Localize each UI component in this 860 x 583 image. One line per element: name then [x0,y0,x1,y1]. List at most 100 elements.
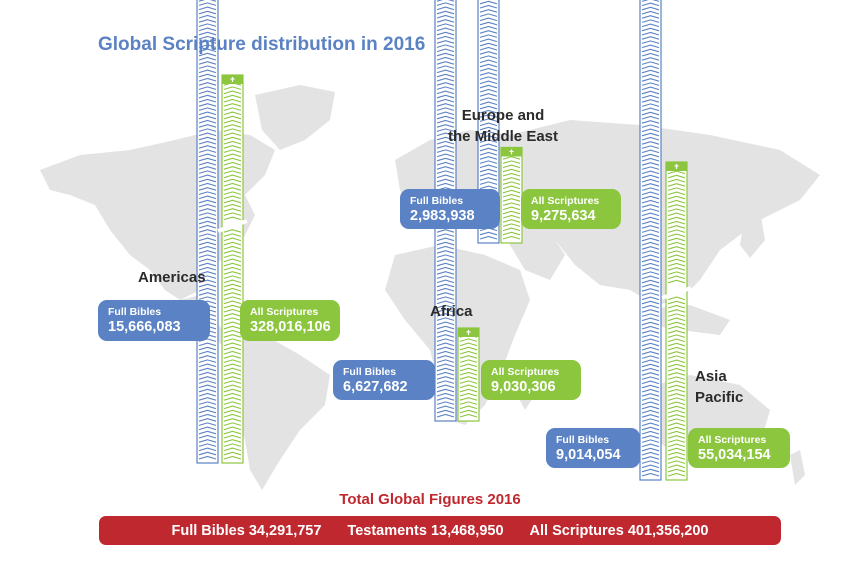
bar-full-bibles-1-book [479,118,498,122]
bar-full-bibles-2-book [436,2,455,6]
bar-all-scriptures-3-book [667,422,686,427]
bar-full-bibles-3-book [641,27,660,32]
bar-full-bibles-2-book [436,405,455,410]
bar-full-bibles-0-book [198,86,217,90]
bar-full-bibles-1-book [479,72,498,76]
bar-full-bibles-2-book [436,266,455,271]
bar-all-scriptures-1 [500,146,523,244]
bar-all-scriptures-0-book [223,90,242,95]
bar-full-bibles-1-book [479,156,498,160]
bar-full-bibles-2-book [436,14,455,19]
bar-full-bibles-0-book [198,350,217,355]
bar-full-bibles-2-book [436,23,455,27]
bar-all-scriptures-0-book [223,275,242,279]
bar-full-bibles-2-book [436,157,455,162]
bar-all-scriptures-0-book [223,258,242,263]
bar-full-bibles-1-book [479,101,498,106]
bar-full-bibles-0-book [198,250,217,254]
bar-all-scriptures-3-cross-icon [674,164,679,169]
bar-all-scriptures-0-book [223,434,242,439]
bar-full-bibles-0-book [198,103,217,107]
bar-full-bibles-2-book [436,94,455,99]
bar-full-bibles-0-book [198,342,217,347]
bar-all-scriptures-0-book [223,355,242,359]
bar-full-bibles-3-book [641,367,660,372]
bar-all-scriptures-3-outline [665,161,688,481]
bar-all-scriptures-0-book [223,367,242,372]
bar-full-bibles-3-book [641,187,660,191]
badge-asia-all-scriptures: All Scriptures 55,034,154 [688,428,790,468]
bar-full-bibles-3-book [641,132,660,137]
bar-full-bibles-1-book [479,114,498,118]
bar-full-bibles-0-book [198,397,217,401]
bar-full-bibles-3-book [641,216,660,221]
bar-stacks [196,0,692,481]
bar-full-bibles-3-book [641,111,660,116]
bar-full-bibles-3-book [641,73,660,78]
bar-full-bibles-2-book [436,245,455,250]
badge-europe-full-bibles: Full Bibles 2,983,938 [400,189,500,229]
bar-all-scriptures-1-book [502,172,521,177]
bar-full-bibles-0-book [198,426,217,431]
bar-all-scriptures-3-book [667,313,686,317]
bar-full-bibles-0-book [198,187,217,191]
bar-all-scriptures-2-book [459,397,478,401]
bar-full-bibles-2-book [436,409,455,414]
badge-value: 15,666,083 [108,319,181,335]
bar-full-bibles-3-book [641,334,660,338]
bar-full-bibles-2-book [436,10,455,15]
bar-full-bibles-1-book [479,25,498,30]
bar-full-bibles-2-book [436,35,455,40]
bar-all-scriptures-0-book [223,384,242,389]
bar-full-bibles-2-book [436,359,455,363]
bar-full-bibles-1-book [479,59,498,64]
bar-full-bibles-1-book [479,185,498,190]
bar-full-bibles-1-book [479,21,498,26]
bar-full-bibles-2-book [436,170,455,174]
bar-full-bibles-3-book [641,162,660,166]
bar-full-bibles-2-book [436,132,455,137]
bar-full-bibles-3-outline [639,0,662,481]
bar-all-scriptures-0-book [223,98,242,103]
bar-full-bibles-0-book [198,124,217,128]
bar-all-scriptures-3-book [667,309,686,313]
bar-full-bibles-1-book [479,34,498,38]
bar-full-bibles-0-book [198,447,217,452]
bar-full-bibles-3-book [641,300,660,305]
bar-full-bibles-3-book [641,304,660,309]
badge-label: Full Bibles [108,306,162,318]
bar-full-bibles-0-book [198,191,217,195]
bar-full-bibles-0-book [198,145,217,149]
bar-all-scriptures-3-book [667,267,686,271]
bar-full-bibles-3-book [641,149,660,154]
badge-value: 2,983,938 [410,208,475,224]
bar-all-scriptures-2-book [459,376,478,380]
bar-all-scriptures-3-axis-break [661,286,692,300]
bar-full-bibles-0-book [198,380,217,384]
bar-full-bibles-0-book [198,77,217,82]
chart-title: Global Scripture distribution in 2016 [98,34,426,55]
bar-full-bibles-0-book [198,52,217,57]
bar-full-bibles-3-book [641,271,660,275]
bar-full-bibles-2-book [436,321,455,326]
bar-full-bibles-0-book [198,212,217,216]
badge-label: All Scriptures [491,366,560,378]
bar-full-bibles-0-book [198,174,217,179]
bar-all-scriptures-0-book [223,161,242,166]
bar-full-bibles-0-book [198,115,217,120]
bar-full-bibles-2-book [436,6,455,11]
bar-full-bibles-2-book [436,371,455,376]
bar-full-bibles-2-book [436,296,455,300]
bar-all-scriptures-0-book [223,334,242,338]
bar-full-bibles-3-book [641,288,660,292]
bar-full-bibles-0-book [198,233,217,237]
bar-all-scriptures-3-book [667,359,686,364]
bar-full-bibles-3-book [641,355,660,359]
bar-full-bibles-2-book [436,182,455,187]
bar-full-bibles-3-book [641,388,660,393]
bar-full-bibles-0-book [198,149,217,153]
bar-full-bibles-1-book [479,51,498,55]
bar-full-bibles-2-book [436,292,455,296]
bar-all-scriptures-0-book [223,308,242,313]
bar-full-bibles-2-book [436,44,455,48]
